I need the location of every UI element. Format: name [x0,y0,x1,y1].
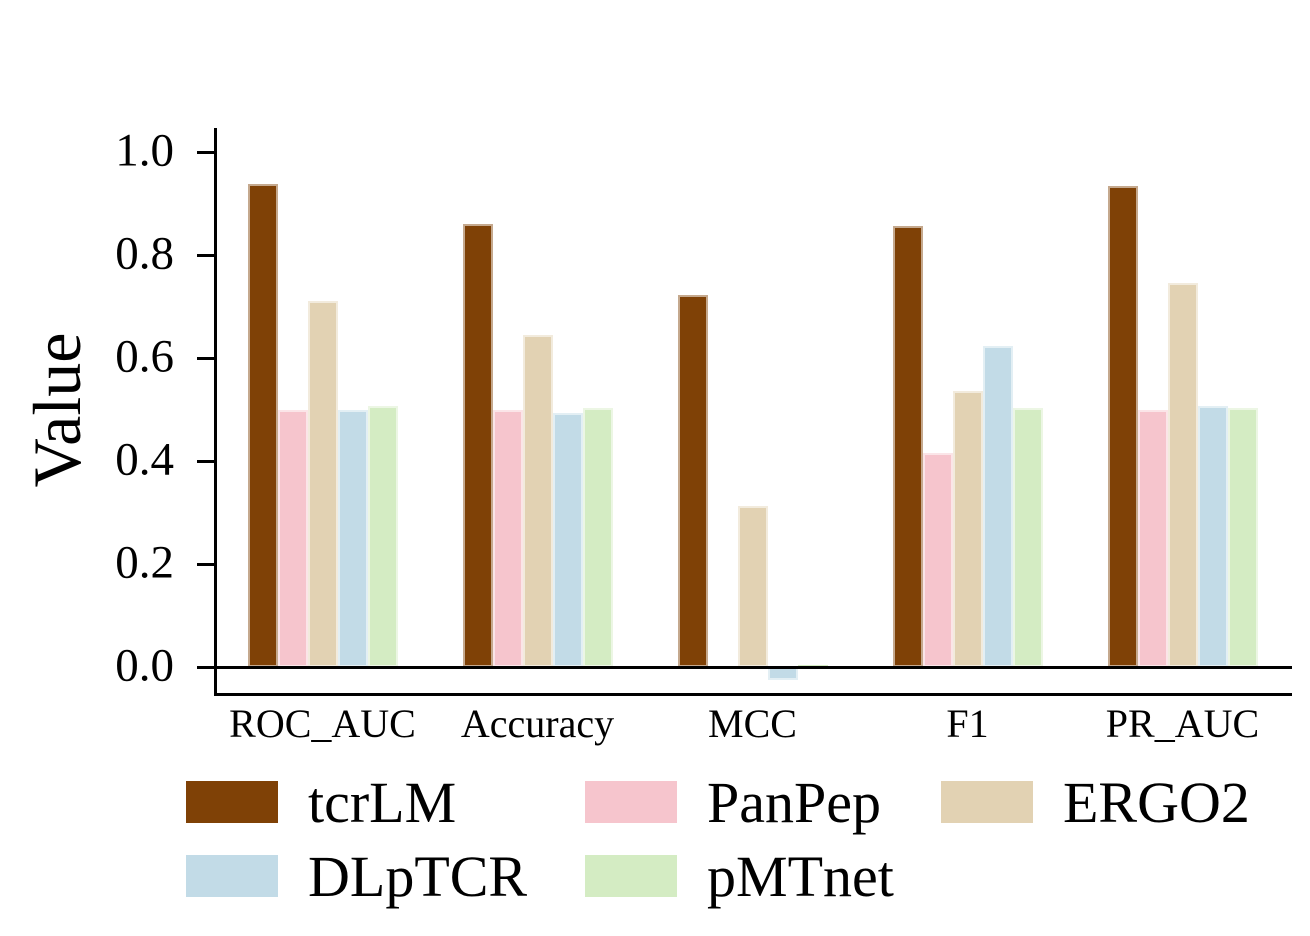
x-tick-label-ROC_AUC: ROC_AUC [229,701,416,746]
legend-label-ERGO2: ERGO2 [1063,770,1250,835]
bar-ERGO2-PR_AUC [1167,282,1198,667]
bar-tcrLM-F1 [892,226,923,667]
legend-label-pMTnet: pMTnet [707,844,894,909]
y-tick-mark [197,665,214,669]
bar-pMTnet-PR_AUC [1227,407,1258,667]
legend-label-PanPep: PanPep [707,770,881,835]
y-axis-line [214,128,217,696]
bar-ERGO2-MCC [737,506,768,667]
bar-ERGO2-ROC_AUC [307,301,338,667]
bar-ERGO2-F1 [952,391,983,667]
bar-DLpTCR-ROC_AUC [337,409,368,667]
x-tick-label-Accuracy: Accuracy [460,701,615,746]
bar-pMTnet-ROC_AUC [367,405,398,667]
bar-tcrLM-Accuracy [462,223,493,667]
bar-PanPep-Accuracy [492,409,523,667]
y-tick-label: 0.6 [115,330,174,383]
bar-pMTnet-F1 [1012,408,1043,667]
legend-label-DLpTCR: DLpTCR [308,844,528,909]
bar-DLpTCR-F1 [982,345,1013,667]
y-tick-label: 0.4 [115,433,174,486]
bar-tcrLM-MCC [677,294,708,667]
bar-DLpTCR-PR_AUC [1197,405,1228,667]
zero-baseline [214,665,1292,669]
y-tick-label: 0.2 [115,536,174,589]
legend-swatch-pMTnet [585,855,677,897]
y-tick-label: 0.8 [115,227,174,280]
bar-ERGO2-Accuracy [522,334,553,667]
legend-swatch-tcrLM [186,781,278,823]
legend-swatch-DLpTCR [186,855,278,897]
bar-DLpTCR-Accuracy [552,413,583,667]
bar-pMTnet-Accuracy [582,408,613,667]
y-tick-mark [197,459,214,463]
x-tick-label-PR_AUC: PR_AUC [1105,701,1260,746]
x-axis-bottom-spine [214,693,1292,696]
x-tick-label-MCC: MCC [708,701,797,746]
legend-swatch-PanPep [585,781,677,823]
y-tick-label: 1.0 [115,124,174,177]
y-tick-label: 0.0 [115,639,174,692]
bar-tcrLM-PR_AUC [1107,185,1138,667]
bar-tcrLM-ROC_AUC [247,184,278,667]
x-tick-label-F1: F1 [946,701,989,746]
bar-DLpTCR-MCC [767,667,798,680]
bar-PanPep-F1 [922,453,953,667]
y-tick-mark [197,253,214,257]
y-tick-mark [197,150,214,154]
y-tick-mark [197,356,214,360]
legend-label-tcrLM: tcrLM [308,770,457,835]
y-tick-mark [197,562,214,566]
bar-PanPep-PR_AUC [1137,410,1168,667]
legend-swatch-ERGO2 [941,781,1033,823]
bar-PanPep-ROC_AUC [277,410,308,667]
